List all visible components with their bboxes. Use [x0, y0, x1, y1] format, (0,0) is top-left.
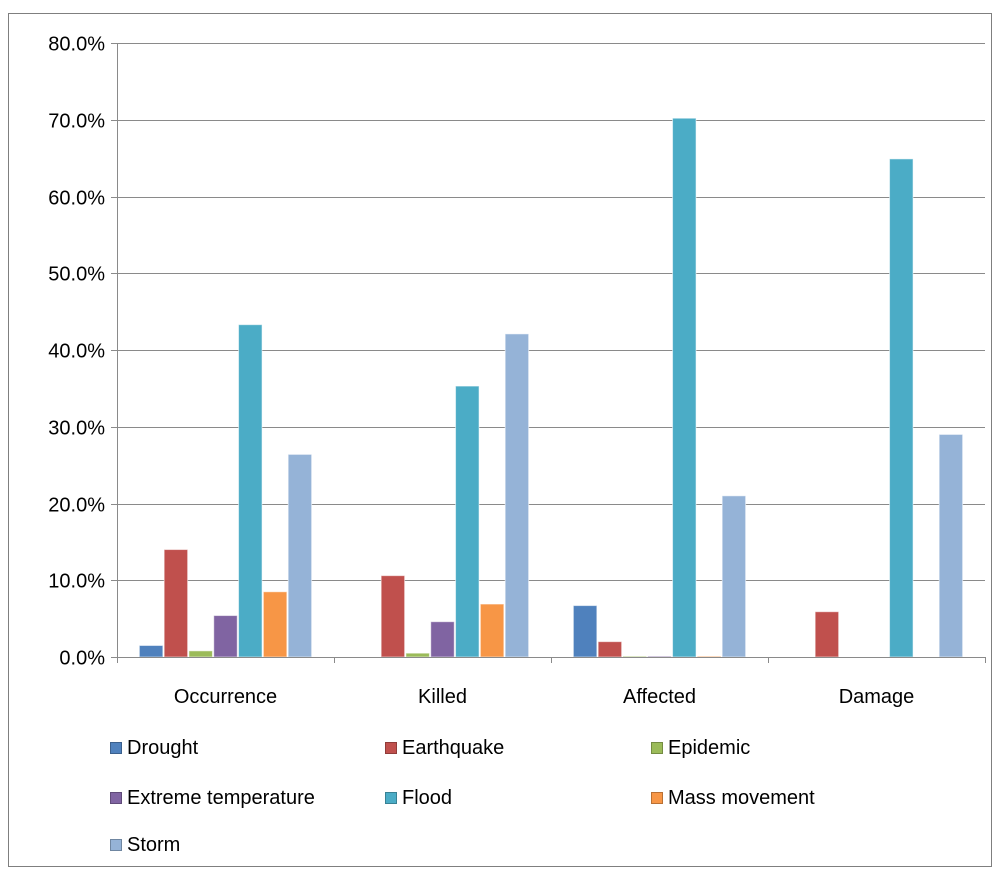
y-tick-label: 60.0% — [48, 188, 105, 210]
bar-storm — [287, 453, 313, 658]
bar-mass-movement — [262, 591, 288, 658]
bar-flood — [238, 324, 263, 658]
y-tick-label: 50.0% — [48, 264, 105, 286]
y-tick-label: 80.0% — [48, 34, 105, 56]
x-tick-label: Affected — [623, 686, 696, 708]
bar-epidemic — [405, 652, 430, 658]
bar-flood — [889, 158, 914, 658]
x-axis-tick-labels: Occurrence Killed Affected Damage — [174, 686, 914, 708]
bar-drought — [572, 605, 598, 658]
bar-epidemic — [188, 650, 213, 658]
bar-mass-movement — [696, 655, 722, 658]
y-tick-label: 10.0% — [48, 571, 105, 593]
x-tick-label: Occurrence — [174, 686, 277, 708]
x-tick-label: Killed — [418, 686, 467, 708]
y-tick-label: 30.0% — [48, 418, 105, 440]
bar-drought — [138, 644, 164, 658]
y-tick-label: 0.0% — [59, 648, 105, 670]
y-tick-label: 70.0% — [48, 111, 105, 133]
axes — [111, 43, 986, 663]
bar-mass-movement — [479, 603, 505, 658]
bar-earthquake — [163, 549, 189, 658]
x-tick-label: Damage — [839, 686, 915, 708]
y-tick-label: 20.0% — [48, 495, 105, 517]
bar-earthquake — [380, 575, 406, 658]
bar-earthquake — [597, 641, 623, 658]
y-tick-label: 40.0% — [48, 341, 105, 363]
bar-storm — [504, 333, 530, 658]
bar-earthquake — [814, 611, 840, 658]
bar-storm — [721, 495, 747, 658]
bar-extreme-temperature — [430, 621, 455, 658]
bar-storm — [938, 433, 964, 658]
chart-frame — [8, 13, 992, 867]
bar-flood — [455, 385, 480, 658]
y-axis-tick-labels: 0.0% 10.0% 20.0% 30.0% 40.0% 50.0% 60.0% 70.0% 8… — [48, 34, 105, 670]
bar-extreme-temperature — [647, 655, 672, 658]
bar-extreme-temperature — [213, 615, 238, 658]
bars — [138, 117, 964, 658]
bar-epidemic — [622, 655, 647, 658]
bar-flood — [672, 117, 697, 658]
